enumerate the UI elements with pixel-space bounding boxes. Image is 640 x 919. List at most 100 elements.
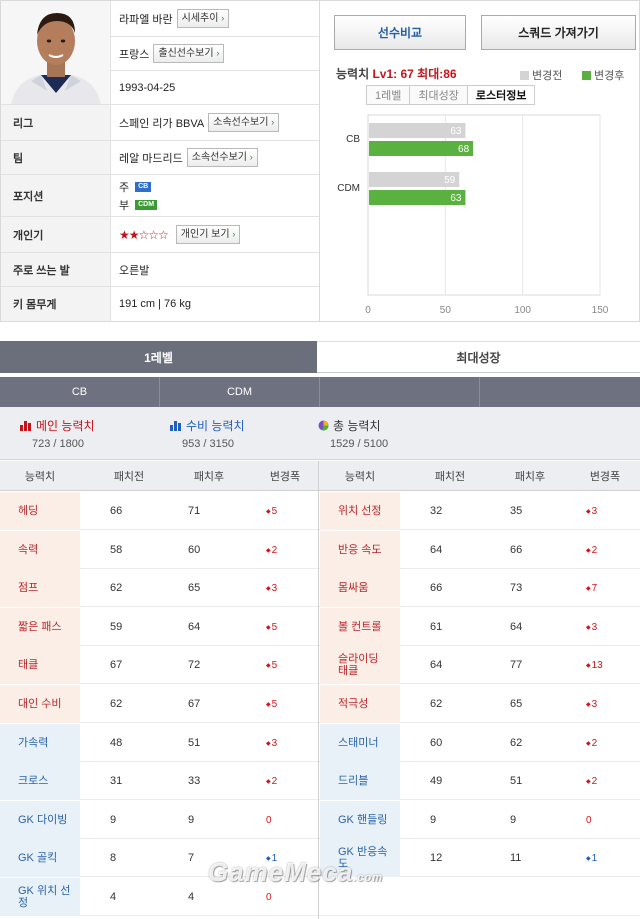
tab-section-level1[interactable]: 1레벨 [0, 341, 317, 373]
tab-section-max-growth[interactable]: 최대성장 [317, 341, 640, 373]
row-position: 포지션 주 CB 부 CDM [1, 175, 319, 217]
stat-delta: 0 [586, 801, 636, 839]
skill-stars: ★★☆☆☆ [119, 227, 169, 242]
delta-value: 5 [271, 698, 278, 710]
league-players-button[interactable]: 소속선수보기 › [208, 113, 280, 132]
stat-delta: ◆ 5 [266, 608, 316, 646]
nation-players-button[interactable]: 출신선수보기 › [153, 44, 225, 63]
delta-value: 2 [591, 544, 598, 556]
stat-delta: ◆ 3 [586, 492, 636, 530]
stat-delta: ◆ 3 [266, 724, 316, 762]
stat-after: 11 [510, 852, 522, 864]
stat-before: 60 [430, 737, 443, 749]
decrease-icon: ◆ [586, 855, 591, 862]
summary-def: 수비 능력치 953 / 3150 [170, 417, 245, 450]
bar [369, 123, 466, 138]
bar-value-label: 68 [458, 144, 470, 155]
bar-value-label: 63 [450, 193, 462, 204]
player-photo [1, 1, 111, 105]
stat-name: GK 반응속 도 [320, 839, 400, 877]
tab-max-growth[interactable]: 최대성장 [409, 85, 468, 105]
increase-icon: ◆ [586, 740, 591, 747]
stat-name: GK 다이빙 [0, 801, 80, 839]
bar [369, 141, 474, 156]
summary-main-label: 메인 능력치 [36, 419, 95, 433]
league-label: 리그 [1, 105, 111, 140]
body-label: 키 몸무게 [1, 287, 111, 321]
position-tab-cb[interactable]: CB [0, 377, 160, 407]
price-trend-button[interactable]: 시세추이 › [176, 9, 230, 28]
stat-before: 62 [110, 582, 123, 594]
stat-after: 64 [188, 621, 201, 633]
legend-before: 변경전 [520, 67, 562, 83]
table-row: 짧은 패스 59 64 ◆ 5 볼 컨트롤 61 64 ◆ 3 [0, 608, 640, 646]
stat-after: 77 [510, 659, 523, 671]
stat-name: GK 핸들링 [320, 801, 400, 839]
compare-player-button[interactable]: 선수비교 [334, 15, 466, 50]
summary-def-label: 수비 능력치 [186, 419, 245, 433]
bar-chart-blue-icon [170, 420, 181, 431]
stat-before: 31 [110, 775, 123, 787]
row-nation: 프랑스 출신선수보기 › [111, 37, 319, 71]
stat-before: 48 [110, 737, 123, 749]
stat-name: 슬라이딩 태클 [320, 646, 400, 684]
category-label: CDM [337, 183, 360, 194]
stat-delta: ◆ 2 [266, 531, 316, 569]
table-row: 속력 58 60 ◆ 2 반응 속도 64 66 ◆ 2 [0, 531, 640, 569]
profile-table: 라파엘 바란 시세추이 › 프랑스 출신선수보기 › 1993-04-25 리그… [0, 0, 320, 322]
ability-panel: 선수비교 스쿼드 가져가기 능력치 Lv1: 67 최대:86 변경전 변경후 … [320, 0, 640, 322]
stat-before: 67 [110, 659, 123, 671]
delta-value: 0 [266, 891, 272, 903]
stat-delta: ◆ 3 [586, 685, 636, 723]
table-row: GK 다이빙 9 9 0 GK 핸들링 9 9 0 [0, 801, 640, 839]
increase-icon: ◆ [586, 701, 591, 708]
header-before-right: 패치전 [434, 471, 466, 483]
ability-summary: 메인 능력치 723 / 1800 수비 능력치 953 / 3150 총 능력… [0, 407, 640, 460]
stat-after: 72 [188, 659, 201, 671]
stat-delta: ◆ 2 [266, 762, 316, 800]
header-stat-right: 능력치 [344, 471, 376, 483]
stat-delta: ◆ 1 [586, 839, 636, 877]
delta-value: 2 [271, 544, 278, 556]
row-skill: 개인기 ★★☆☆☆ 개인기 보기 › [1, 217, 319, 253]
stat-after: 35 [510, 505, 523, 517]
position-tab-cdm[interactable]: CDM [160, 377, 320, 407]
delta-value: 7 [591, 582, 598, 594]
increase-icon: ◆ [266, 701, 271, 708]
pos-main-prefix: 주 [119, 181, 130, 194]
take-to-squad-button[interactable]: 스쿼드 가져가기 [481, 15, 636, 50]
row-name: 라파엘 바란 시세추이 › [111, 1, 319, 37]
increase-icon: ◆ [586, 585, 591, 592]
stat-before: 62 [110, 698, 123, 710]
pos-main-badge: CB [135, 181, 152, 192]
increase-icon: ◆ [266, 778, 271, 785]
delta-value: 5 [271, 659, 278, 671]
legend-after: 변경후 [582, 67, 624, 83]
stat-before: 9 [110, 814, 117, 826]
summary-total-label: 총 능력치 [333, 419, 381, 433]
player-name: 라파엘 바란 [119, 13, 173, 26]
stat-before: 66 [110, 505, 123, 517]
delta-value: 2 [271, 775, 278, 787]
header-before-left: 패치전 [113, 471, 145, 483]
position-tab-empty-2 [480, 377, 640, 407]
stat-after: 51 [510, 775, 523, 787]
arrow-right-icon: › [271, 117, 275, 127]
stat-after: 62 [510, 737, 523, 749]
increase-icon: ◆ [266, 585, 271, 592]
increase-icon: ◆ [266, 740, 271, 747]
delta-value: 2 [591, 775, 598, 787]
tab-roster-info[interactable]: 로스터정보 [466, 85, 536, 105]
foot-label: 주로 쓰는 발 [1, 253, 111, 286]
stat-name: 위치 선정 [320, 492, 400, 530]
birth-value: 1993-04-25 [119, 81, 176, 94]
legend-swatch-before [520, 70, 529, 80]
team-players-button[interactable]: 소속선수보기 › [186, 148, 258, 167]
position-tabs: CB CDM [0, 377, 640, 407]
position-tab-empty-1 [320, 377, 480, 407]
stat-before: 32 [430, 505, 443, 517]
tab-level1[interactable]: 1레벨 [366, 85, 411, 105]
skill-view-button[interactable]: 개인기 보기 › [175, 225, 241, 244]
stat-before: 61 [430, 621, 443, 633]
stat-name: 볼 컨트롤 [320, 608, 400, 646]
